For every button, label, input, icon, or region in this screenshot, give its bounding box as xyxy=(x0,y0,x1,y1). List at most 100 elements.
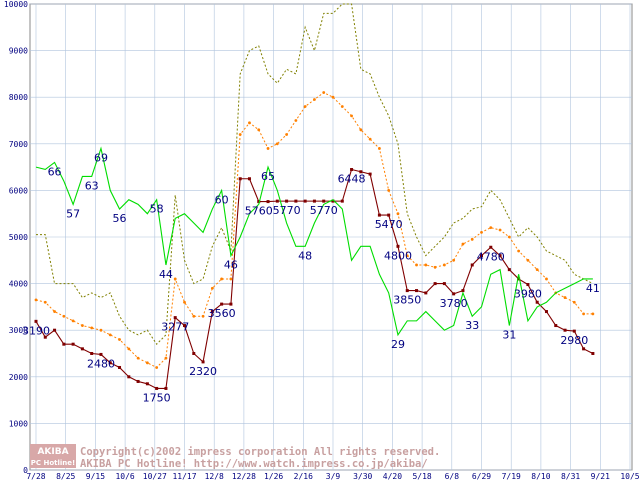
series-point xyxy=(405,289,409,293)
akiba-logo xyxy=(30,444,76,468)
series-point xyxy=(173,316,177,320)
series-point xyxy=(415,263,418,267)
series-point xyxy=(350,114,353,118)
data-label: 3780 xyxy=(440,297,468,310)
data-label: 3277 xyxy=(161,321,189,334)
series-point xyxy=(582,347,586,351)
series-point xyxy=(415,289,419,293)
series-point xyxy=(433,282,437,286)
series-point xyxy=(322,91,326,94)
y-tick-label: 9000 xyxy=(9,47,28,56)
y-tick-label: 4000 xyxy=(9,280,28,289)
data-label: 29 xyxy=(391,338,405,351)
series-point xyxy=(405,254,409,258)
data-label: 4780 xyxy=(477,250,505,263)
series-point xyxy=(331,199,335,203)
data-label: 3980 xyxy=(514,288,542,301)
x-tick-label: 9/21 xyxy=(591,472,610,480)
data-label: 63 xyxy=(85,179,99,192)
x-axis-ticks: 7/28 8/25 9/15 10/6 10/27 11/17 12/8 12/28 1/26 2… xyxy=(26,472,639,480)
series-point xyxy=(396,212,400,216)
data-label: 2320 xyxy=(189,365,217,378)
series-point xyxy=(34,298,38,302)
copyright-text: Copyright(c)2002 impress corporation All… xyxy=(80,446,440,458)
series-point xyxy=(480,230,483,234)
series-point xyxy=(53,310,56,313)
series-point xyxy=(544,310,548,314)
logo-top-text: AKIBA xyxy=(37,447,68,457)
series-point xyxy=(303,199,307,203)
series-point xyxy=(90,352,94,355)
series-point xyxy=(480,254,483,258)
series-point xyxy=(591,352,595,355)
series-point xyxy=(591,312,595,316)
series-point xyxy=(312,199,316,203)
series-point xyxy=(582,312,585,316)
data-label: 2980 xyxy=(560,334,588,347)
series-point xyxy=(99,352,103,356)
series-point xyxy=(294,119,298,122)
series-point xyxy=(210,286,214,290)
series-point xyxy=(229,302,233,306)
data-label: 33 xyxy=(465,319,479,332)
y-tick-label: 3000 xyxy=(9,326,28,335)
series-point xyxy=(164,356,168,360)
series-point xyxy=(554,324,558,328)
y-tick-label: 10000 xyxy=(4,0,28,9)
series-point xyxy=(192,314,196,318)
series-point xyxy=(201,360,205,364)
series-point xyxy=(535,268,539,272)
series-lines xyxy=(34,3,595,390)
series-point xyxy=(285,133,288,136)
series-point xyxy=(192,352,196,355)
data-label: 65 xyxy=(261,170,275,183)
series-point xyxy=(275,142,279,146)
series-line-3 xyxy=(35,146,593,337)
series-point xyxy=(442,282,446,286)
series-point xyxy=(572,329,576,333)
series-point xyxy=(71,342,75,346)
series-point xyxy=(331,95,335,99)
series-point xyxy=(220,302,224,306)
series-point xyxy=(127,375,131,379)
x-tick-label: 12/28 xyxy=(232,472,256,480)
data-label: 46 xyxy=(224,259,238,272)
data-label: 58 xyxy=(150,203,164,216)
series-point xyxy=(201,314,205,318)
x-tick-label: 2/16 xyxy=(294,472,313,480)
y-axis-ticks: 0 1000 2000 3000 4000 5000 6000 7000 8000 9000 100… xyxy=(4,0,28,475)
series-point xyxy=(248,121,251,125)
series-point xyxy=(155,366,159,369)
series-point xyxy=(220,277,224,281)
series-point xyxy=(34,319,38,323)
series-point xyxy=(247,177,251,181)
series-point xyxy=(340,199,344,203)
series-point xyxy=(266,147,270,150)
logo-bottom-text: PC Hotline! xyxy=(31,459,75,467)
series-point xyxy=(517,249,521,253)
x-tick-label: 7/28 xyxy=(26,472,45,480)
series-point xyxy=(470,263,474,267)
data-label: 2480 xyxy=(87,357,115,370)
series-point xyxy=(378,147,381,150)
y-tick-label: 0 xyxy=(23,466,28,475)
data-label: 5470 xyxy=(375,218,403,231)
data-label: 57 xyxy=(66,207,80,220)
series-point xyxy=(183,324,186,328)
series-point xyxy=(498,228,502,232)
x-tick-label: 4/20 xyxy=(383,472,402,480)
series-point xyxy=(229,277,233,281)
series-point xyxy=(340,105,344,108)
series-point xyxy=(71,319,75,323)
series-point xyxy=(285,199,289,203)
series-point xyxy=(145,361,149,365)
series-point xyxy=(275,199,279,203)
series-point xyxy=(396,244,400,248)
x-tick-label: 10/27 xyxy=(143,472,167,480)
series-point xyxy=(266,200,270,204)
x-tick-label: 10/5 xyxy=(620,472,639,480)
series-point xyxy=(526,258,530,262)
y-tick-label: 8000 xyxy=(9,93,28,102)
